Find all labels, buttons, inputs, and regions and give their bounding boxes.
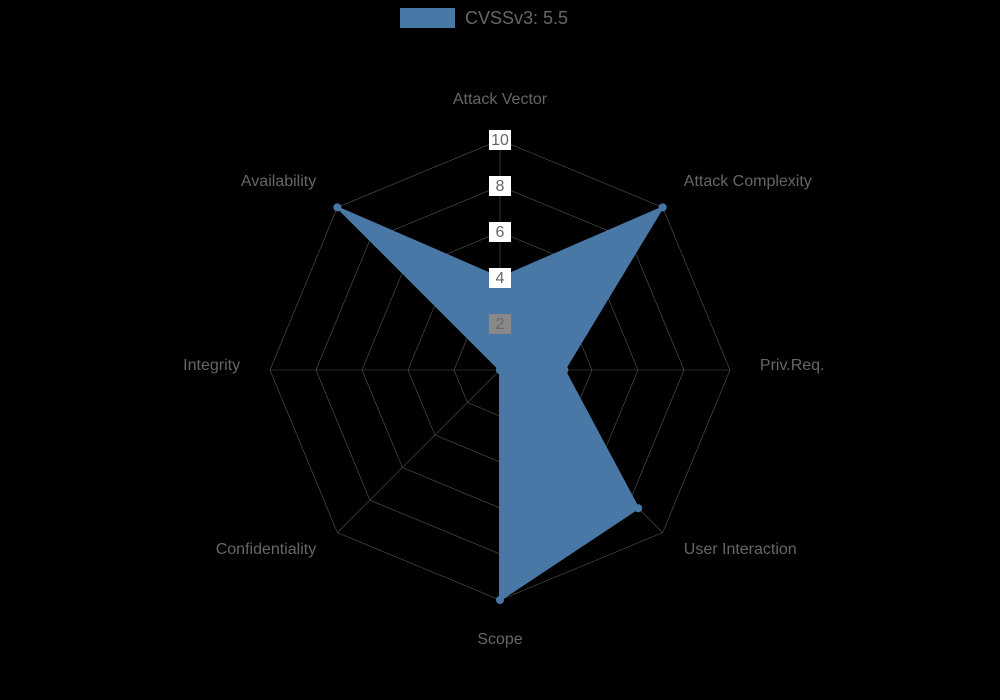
series-marker [496, 596, 504, 604]
axis-label: Availability [241, 173, 316, 190]
series-marker [496, 366, 504, 374]
series-marker [634, 504, 642, 512]
tick-label: 6 [496, 224, 505, 241]
axis-label: Attack Complexity [684, 173, 812, 190]
tick-label: 4 [496, 270, 505, 287]
axis-label: Scope [477, 631, 522, 648]
legend-swatch [400, 8, 455, 28]
chart-legend: CVSSv3: 5.5 [400, 8, 568, 28]
axis-label: Confidentiality [216, 541, 317, 558]
tick-label: 2 [496, 316, 505, 333]
axis-label: Integrity [183, 357, 240, 374]
series-marker [659, 203, 667, 211]
axis-label: Priv.Req. [760, 357, 825, 374]
tick-label: 10 [491, 132, 509, 149]
axis-label: User Interaction [684, 541, 797, 558]
legend-label: CVSSv3: 5.5 [465, 8, 568, 28]
axis-label: Attack Vector [453, 91, 548, 108]
tick-label: 8 [496, 178, 505, 195]
series-marker [333, 203, 341, 211]
series-marker [560, 366, 568, 374]
cvss-radar-chart: 2 4 6 8 10 Attack Vector Attack Complexity Pri… [0, 0, 1000, 700]
